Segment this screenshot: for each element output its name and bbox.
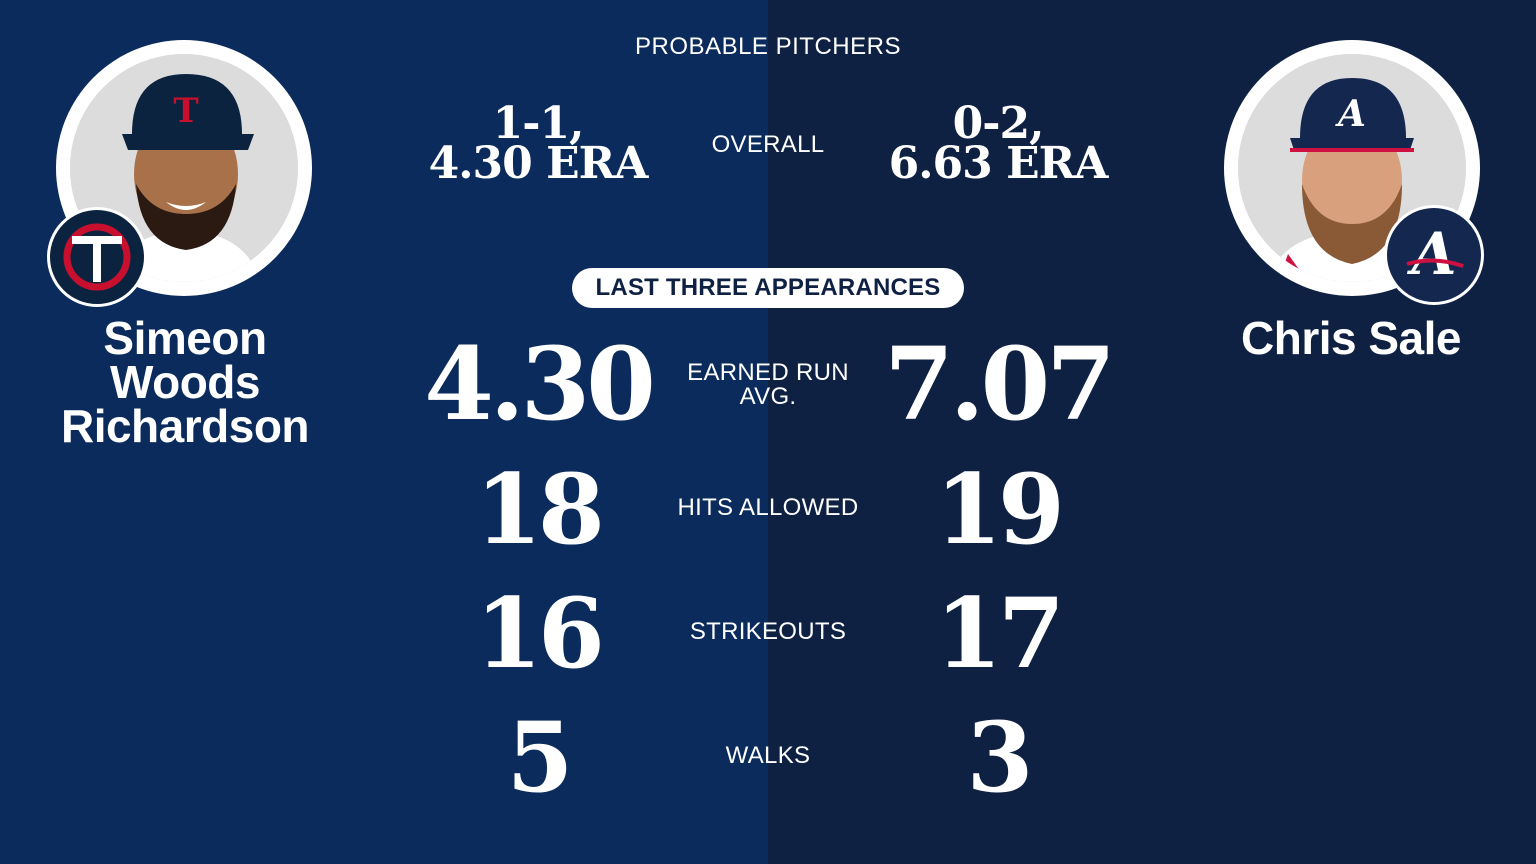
left-pitcher-name: Simeon Woods Richardson: [40, 312, 330, 452]
right-pitcher-headshot: A: [1238, 54, 1466, 282]
twins-logo-icon: [47, 207, 147, 307]
section-label: LAST THREE APPEARANCES: [572, 268, 964, 308]
left-name-line-3: Richardson: [60, 400, 310, 452]
left-name-line-2: Woods: [110, 356, 260, 408]
left-pitcher-headshot: T: [70, 54, 298, 282]
right-overall-line-2: 6.63 ERA: [888, 138, 1109, 189]
right-walks-value: 3: [966, 701, 1034, 814]
era-label-line-2: AVG.: [739, 383, 797, 410]
era-label: EARNED RUN AVG.: [638, 361, 898, 409]
left-name-line-1: Simeon: [103, 312, 267, 364]
svg-text:A: A: [1335, 93, 1366, 135]
right-pitcher-name: Chris Sale: [1206, 312, 1496, 364]
right-strikeouts-value: 17: [935, 577, 1065, 690]
left-overall-line-1: 1-1,: [492, 98, 585, 149]
page-title: PROBABLE PITCHERS: [635, 33, 901, 60]
right-era-value: 7.07: [884, 325, 1116, 443]
left-overall-record: 1-1, 4.30 ERA: [388, 98, 688, 189]
left-hits-value: 18: [475, 453, 605, 566]
svg-text:A: A: [1406, 220, 1456, 288]
strikeouts-label: STRIKEOUTS: [689, 618, 847, 645]
right-hits-value: 19: [935, 453, 1065, 566]
left-overall-line-2: 4.30 ERA: [428, 138, 649, 189]
hits-label: HITS ALLOWED: [677, 494, 859, 521]
left-walks-value: 5: [506, 701, 574, 814]
right-name-line-1: Chris Sale: [1241, 312, 1462, 364]
right-overall-record: 0-2, 6.63 ERA: [848, 98, 1148, 189]
walks-label: WALKS: [725, 742, 811, 769]
era-label-line-1: EARNED RUN: [687, 359, 849, 386]
braves-logo-icon: A: [1384, 205, 1484, 305]
left-era-value: 4.30: [424, 325, 656, 443]
svg-text:T: T: [173, 91, 198, 131]
left-strikeouts-value: 16: [475, 577, 605, 690]
overall-label: OVERALL: [711, 131, 825, 158]
right-overall-line-1: 0-2,: [952, 98, 1045, 149]
